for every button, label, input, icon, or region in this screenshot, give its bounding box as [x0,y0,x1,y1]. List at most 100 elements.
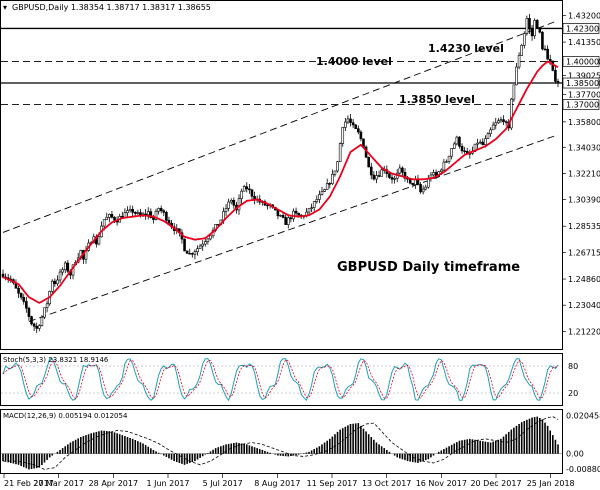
candle [421,185,425,195]
candle [375,170,378,184]
candle [165,210,168,224]
candle [419,182,422,194]
candle [294,207,298,217]
candle [320,187,324,196]
candle-body [369,166,373,176]
candle-body [390,177,394,180]
candle-body [248,188,251,191]
candle-body [289,217,293,220]
price-axis-label: 1.30390 [568,196,600,205]
price-axis-label: 1.37700 [568,91,600,100]
candle [478,139,482,145]
stoch-header: Stoch(5,3,3) 23.8321 18.9146 [3,356,109,364]
date-axis-label: 27 Mar 2017 [33,479,84,488]
candle-body [131,208,134,213]
candle-body [126,210,129,214]
candle-body [58,271,62,281]
candle [250,188,254,201]
candle-body [152,217,155,220]
candle [201,240,204,251]
candle [338,142,342,163]
candle-body [354,124,358,130]
candle [497,117,500,124]
candle [63,261,67,274]
candle [53,278,57,287]
candle-body [502,119,505,123]
candle-body [50,280,54,292]
candle-body [411,182,415,185]
candle-body [32,323,36,327]
candle-body [489,129,492,134]
candle [162,208,166,217]
candle-body [349,118,352,123]
candle-body [297,212,300,216]
candle [341,126,345,147]
candle-body [325,183,329,190]
candle-body [136,212,140,214]
candle [372,171,376,181]
candle [50,279,54,294]
candle [237,194,241,215]
moving-average-line [2,60,559,304]
candle [323,188,326,192]
candle [146,207,150,220]
candle [403,168,407,182]
candle [333,170,337,177]
candle [377,170,381,178]
candle [510,97,513,131]
candle [517,52,521,70]
candle-body [499,119,503,122]
candle-body [486,133,490,140]
candle [447,155,451,164]
candle-body [541,31,544,50]
candle-body [320,191,324,195]
candle [248,184,251,194]
candle-body [294,210,298,214]
candle [198,243,202,250]
level-price-label: 1.40000 [566,57,599,66]
price-axis-label: 1.39025 [568,71,600,80]
macd-header: MACD(12,26,9) 0.005194 0.012054 [3,412,128,420]
price-axis-label: 1.26715 [568,248,600,257]
macd-axis-label: 0.020458 [566,412,600,421]
candle [432,169,435,177]
candle-body [108,214,111,218]
price-axis-label: 1.23040 [568,301,600,310]
channel-line-1 [2,20,559,233]
candle-body [157,208,160,212]
candle [206,237,210,245]
candle-body [494,122,498,126]
candle-body [27,307,31,317]
candle [325,178,329,190]
candle-body [455,136,459,145]
candle [25,296,28,313]
candle [17,285,20,298]
candle [543,45,547,51]
candle-body [159,208,163,212]
candle [128,205,132,213]
candle-body [56,279,59,285]
candle-body [201,243,204,247]
candle-body [198,245,202,250]
candle-body [279,215,282,217]
stoch-layer [1,358,562,402]
candle-body [284,217,287,225]
candle-body [307,208,311,213]
candle-body [323,189,326,192]
candle-body [398,167,402,174]
candle-body [357,128,360,133]
candle [185,250,189,254]
candle [224,204,228,217]
candle [167,216,171,225]
candle-body [242,186,246,192]
candle-body [315,199,319,202]
candle [196,245,199,256]
price-axis-label: 1.32210 [568,169,600,178]
candle-body [447,155,451,162]
candle [30,315,33,326]
candle [486,132,490,140]
symbol-caret-icon[interactable]: ▾ [3,3,7,12]
candle [450,147,453,160]
candle-body [525,18,529,34]
candle-body [222,211,225,221]
